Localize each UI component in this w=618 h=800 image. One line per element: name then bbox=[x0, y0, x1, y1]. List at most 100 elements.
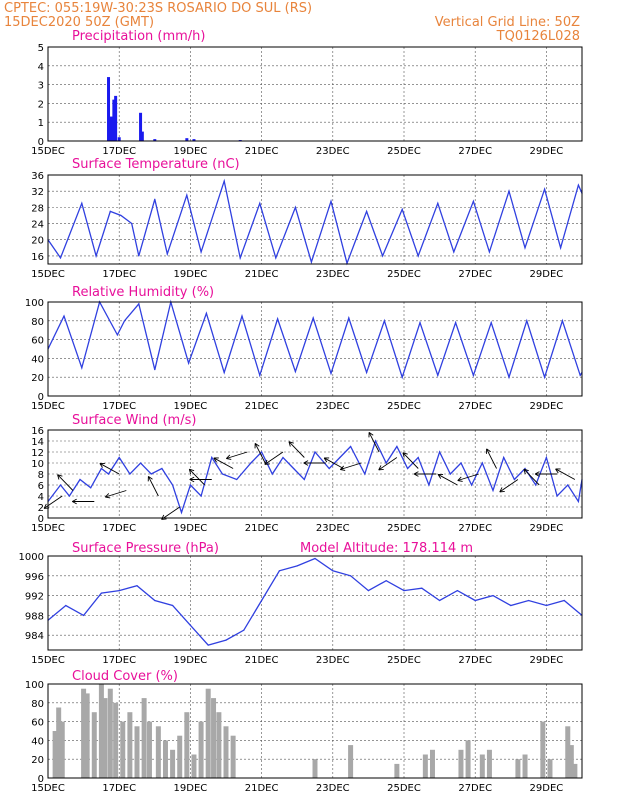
wind-arrow-head bbox=[288, 441, 291, 447]
wind-point bbox=[545, 456, 548, 459]
cloud-cover-bar bbox=[312, 759, 318, 778]
temperature-point bbox=[310, 261, 313, 263]
temperature-xtick-label: 19DEC bbox=[174, 269, 208, 280]
cloud-cover-ytick-label: 0 bbox=[38, 774, 44, 785]
wind-ytick-label: 6 bbox=[38, 481, 44, 492]
pressure-point bbox=[350, 575, 352, 577]
pressure-xtick-label: 27DEC bbox=[458, 655, 492, 666]
humidity-xtick-label: 29DEC bbox=[530, 401, 564, 412]
humidity-frame bbox=[47, 301, 583, 397]
cloud-cover-ytick-label: 40 bbox=[31, 736, 44, 747]
cloud-cover-bar bbox=[56, 707, 62, 778]
pressure-point bbox=[154, 599, 156, 602]
wind-xtick-label: 29DEC bbox=[530, 523, 564, 534]
cloud-cover-bar bbox=[394, 763, 400, 778]
humidity-point bbox=[116, 334, 119, 336]
humidity-point bbox=[259, 374, 261, 376]
pressure-ytick-label: 1000 bbox=[19, 552, 44, 563]
wind-arrow bbox=[254, 443, 266, 464]
wind-arrow-head bbox=[57, 474, 63, 477]
cloud-cover-title: Cloud Cover (%) bbox=[72, 669, 178, 684]
temperature-title: Surface Temperature (nC) bbox=[72, 157, 240, 172]
temperature-point bbox=[577, 184, 580, 186]
wind-point bbox=[293, 467, 295, 470]
humidity-point bbox=[188, 362, 190, 364]
cloud-cover-bar bbox=[127, 712, 133, 778]
temperature-point bbox=[382, 255, 384, 257]
humidity-point bbox=[419, 322, 421, 324]
temperature-point bbox=[417, 255, 419, 257]
wind-ytick-label: 8 bbox=[38, 470, 44, 481]
humidity-xtick-label: 27DEC bbox=[458, 401, 492, 412]
wind-arrow-head bbox=[457, 480, 463, 482]
precipitation-xtick-label: 21DEC bbox=[245, 146, 279, 157]
wind-arrow-head bbox=[213, 457, 217, 463]
temperature-point bbox=[154, 198, 156, 200]
precipitation-ytick-label: 1 bbox=[38, 118, 44, 129]
pressure-xtick-label: 17DEC bbox=[102, 655, 136, 666]
wind-arrow-head bbox=[457, 476, 462, 481]
wind-point bbox=[150, 473, 152, 475]
wind-point bbox=[374, 440, 377, 442]
pressure-point bbox=[528, 599, 530, 602]
humidity-xtick-label: 25DEC bbox=[387, 401, 421, 412]
temperature-point bbox=[508, 190, 510, 192]
wind-point bbox=[567, 484, 569, 486]
cloud-cover-bar bbox=[155, 726, 161, 778]
wind-point bbox=[172, 484, 174, 486]
cloud-cover-bar bbox=[120, 721, 126, 778]
precipitation-bar bbox=[114, 95, 118, 141]
wind-point bbox=[271, 473, 273, 475]
wind-arrow bbox=[213, 457, 234, 469]
humidity-point bbox=[63, 315, 65, 317]
wind-arrow bbox=[57, 474, 74, 491]
pressure-point bbox=[456, 590, 458, 592]
cloud-cover-bar bbox=[84, 693, 90, 778]
wind-arrow-head bbox=[402, 452, 408, 455]
humidity-point bbox=[472, 374, 475, 376]
humidity-point bbox=[544, 376, 546, 378]
precipitation-bar bbox=[140, 131, 144, 141]
precipitation-xtick-label: 23DEC bbox=[316, 146, 350, 157]
wind-frame bbox=[47, 429, 583, 519]
wind-ytick-label: 14 bbox=[31, 437, 44, 448]
pressure-frame bbox=[47, 555, 583, 651]
humidity-point bbox=[138, 303, 140, 305]
humidity-point bbox=[561, 320, 564, 322]
humidity-point bbox=[123, 320, 126, 322]
model-altitude: Model Altitude: 178.114 m bbox=[300, 541, 473, 556]
wind-point bbox=[250, 462, 252, 464]
pressure-point bbox=[367, 590, 369, 592]
cloud-cover-bar bbox=[479, 754, 485, 778]
cloud-cover-bar bbox=[348, 745, 354, 778]
cloud-cover-bar bbox=[134, 726, 140, 778]
cloud-cover-xtick-label: 25DEC bbox=[387, 783, 421, 794]
wind-point bbox=[556, 495, 558, 497]
pressure-point bbox=[136, 585, 138, 587]
cloud-cover-bar bbox=[547, 759, 553, 778]
grid-note: Vertical Grid Line: 50Z bbox=[435, 15, 580, 30]
cloud-cover-bar bbox=[170, 749, 176, 778]
wind-point bbox=[350, 445, 352, 448]
wind-point bbox=[303, 478, 305, 481]
wind-ytick-label: 10 bbox=[31, 459, 44, 470]
wind-point bbox=[439, 451, 441, 453]
pressure-point bbox=[421, 587, 423, 589]
wind-point bbox=[503, 456, 505, 459]
humidity-ytick-label: 20 bbox=[31, 373, 44, 384]
wind-point bbox=[161, 467, 163, 470]
temperature-point bbox=[330, 200, 332, 202]
wind-arrow-head bbox=[226, 454, 231, 459]
cloud-cover-bar bbox=[486, 749, 492, 778]
temperature-point bbox=[239, 257, 241, 259]
wind-point bbox=[328, 467, 330, 470]
precipitation-xtick-label: 29DEC bbox=[530, 146, 564, 157]
humidity-point bbox=[154, 369, 156, 371]
pressure-xtick-label: 29DEC bbox=[530, 655, 564, 666]
pressure-point bbox=[563, 599, 565, 602]
humidity-point bbox=[508, 376, 510, 378]
humidity-ytick-label: 80 bbox=[31, 317, 44, 328]
temperature-point bbox=[59, 257, 62, 259]
temperature-point bbox=[223, 180, 225, 182]
